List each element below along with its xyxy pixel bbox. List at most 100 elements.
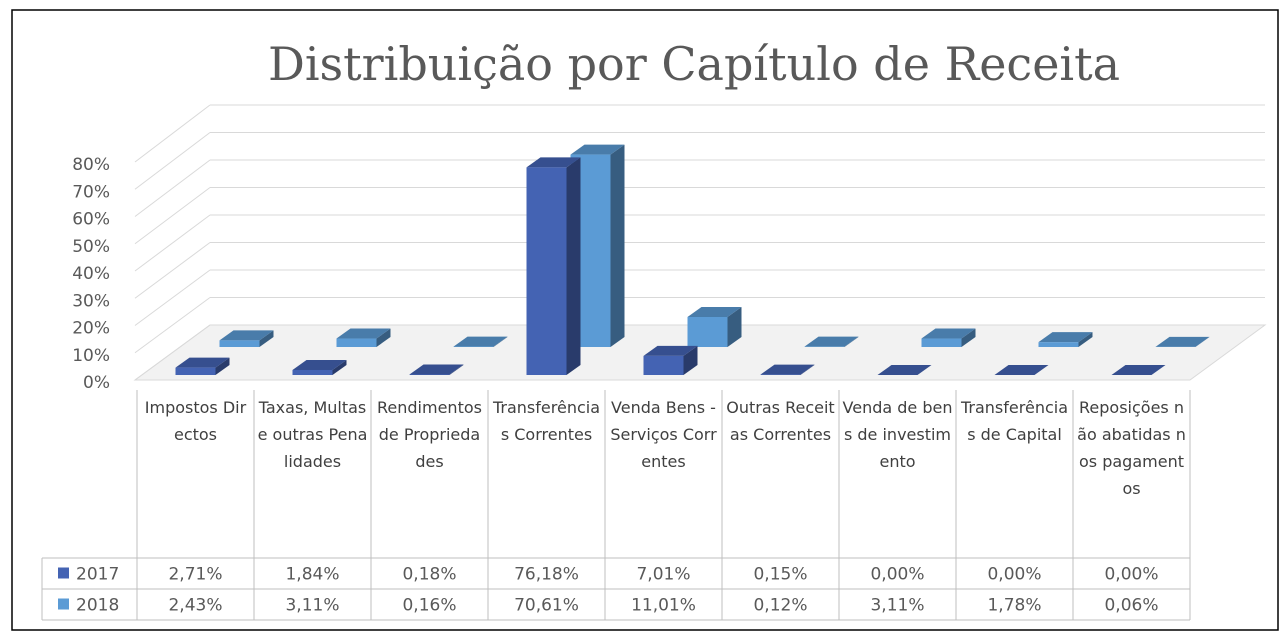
- grid-line-side: [134, 104, 211, 163]
- bar-top: [1155, 336, 1210, 347]
- bar: [994, 365, 1049, 375]
- bar: [921, 328, 976, 347]
- value-label: 3,11%: [870, 596, 924, 616]
- grid-line-side: [134, 324, 211, 381]
- bar: [1111, 365, 1166, 375]
- value-label: 0,00%: [870, 565, 924, 585]
- value-label: 3,11%: [285, 596, 339, 616]
- bar-front: [687, 316, 728, 347]
- legend-label: 2018: [76, 596, 119, 616]
- bar-top: [526, 157, 581, 168]
- bar-front: [175, 367, 216, 375]
- bar-top: [760, 364, 815, 375]
- bar-top: [175, 357, 230, 368]
- value-label: 0,06%: [1104, 596, 1158, 616]
- bar-top: [570, 144, 625, 155]
- bar-top: [292, 359, 347, 370]
- bar-top: [1111, 365, 1166, 375]
- bar: [409, 364, 464, 375]
- bar: [1038, 332, 1093, 347]
- category-label: Transferências de Capital: [960, 398, 1068, 444]
- bar-side: [683, 345, 698, 375]
- value-label: 11,01%: [631, 596, 696, 616]
- bar-top: [1038, 332, 1093, 343]
- chart-border: [11, 9, 1279, 631]
- bar-side: [449, 364, 464, 375]
- bar-front: [643, 355, 684, 375]
- category-label: Venda de bens de investimento: [842, 398, 953, 471]
- value-label: 70,61%: [514, 596, 579, 616]
- y-tick-label: 20%: [72, 319, 110, 339]
- category-label: Rendimentos de Propriedades: [377, 398, 482, 471]
- legend-label: 2017: [76, 565, 119, 585]
- bar-side: [727, 306, 742, 347]
- bar: [292, 359, 347, 375]
- bar-top: [687, 306, 742, 317]
- bar-side: [961, 328, 976, 347]
- y-tick-label: 10%: [72, 346, 110, 366]
- y-tick-label: 40%: [72, 264, 110, 284]
- bar-side: [376, 328, 391, 347]
- value-label: 1,78%: [987, 596, 1041, 616]
- y-tick-label: 0%: [83, 373, 110, 393]
- bar-side: [1078, 332, 1093, 347]
- y-tick-label: 50%: [72, 237, 110, 257]
- grid-line-side: [134, 159, 211, 217]
- chart-title: Distribuição por Capítulo de Receita: [268, 37, 1120, 91]
- bar-front: [921, 338, 962, 347]
- grid-line-side: [134, 187, 211, 245]
- value-label: 7,01%: [636, 565, 690, 585]
- legend-key: [58, 598, 69, 610]
- y-tick-label: 80%: [72, 155, 110, 175]
- value-label: 2,71%: [168, 565, 222, 585]
- bar-side: [610, 144, 625, 347]
- bar-side: [215, 357, 230, 375]
- grid-line-side: [134, 269, 211, 326]
- category-label: Venda Bens - Serviços Correntes: [610, 398, 717, 471]
- value-label: 0,00%: [1104, 565, 1158, 585]
- bar-side: [566, 157, 581, 375]
- bar: [687, 306, 742, 347]
- bar-side: [844, 336, 859, 347]
- bar-side: [493, 336, 508, 347]
- bar: [453, 336, 508, 347]
- category-label: Transferências Correntes: [492, 398, 600, 444]
- bar: [1155, 336, 1210, 347]
- bar-top: [643, 345, 698, 356]
- value-label: 0,16%: [402, 596, 456, 616]
- value-label: 0,00%: [987, 565, 1041, 585]
- value-label: 0,15%: [753, 565, 807, 585]
- bar-front: [526, 167, 567, 375]
- category-label: Outras Receitas Correntes: [726, 398, 835, 444]
- bar-front: [1038, 342, 1079, 347]
- bar: [175, 357, 230, 375]
- bar-side: [800, 364, 815, 375]
- bar-top: [453, 336, 508, 347]
- legend-key: [58, 567, 69, 579]
- grid-line-side: [134, 214, 211, 272]
- bar-top: [409, 364, 464, 375]
- value-label: 0,18%: [402, 565, 456, 585]
- bar: [336, 328, 391, 347]
- category-label: Impostos Directos: [144, 398, 247, 444]
- bar-front: [292, 369, 333, 375]
- grid-line-side: [134, 132, 211, 190]
- value-label: 0,12%: [753, 596, 807, 616]
- bar-front: [219, 340, 260, 347]
- bar: [219, 330, 274, 347]
- bar: [643, 345, 698, 375]
- bar-top: [804, 336, 859, 347]
- bar-top: [921, 328, 976, 339]
- category-label: Taxas, Multas e outras Penalidades: [257, 398, 368, 471]
- bar-top: [336, 328, 391, 339]
- category-label: Reposições não abatidas nos pagamentos: [1077, 398, 1186, 498]
- bar-top: [877, 365, 932, 375]
- grid-line-side: [134, 242, 211, 299]
- bar: [760, 364, 815, 375]
- bar: [526, 157, 581, 375]
- value-label: 2,43%: [168, 596, 222, 616]
- y-tick-label: 60%: [72, 210, 110, 230]
- bar: [877, 365, 932, 375]
